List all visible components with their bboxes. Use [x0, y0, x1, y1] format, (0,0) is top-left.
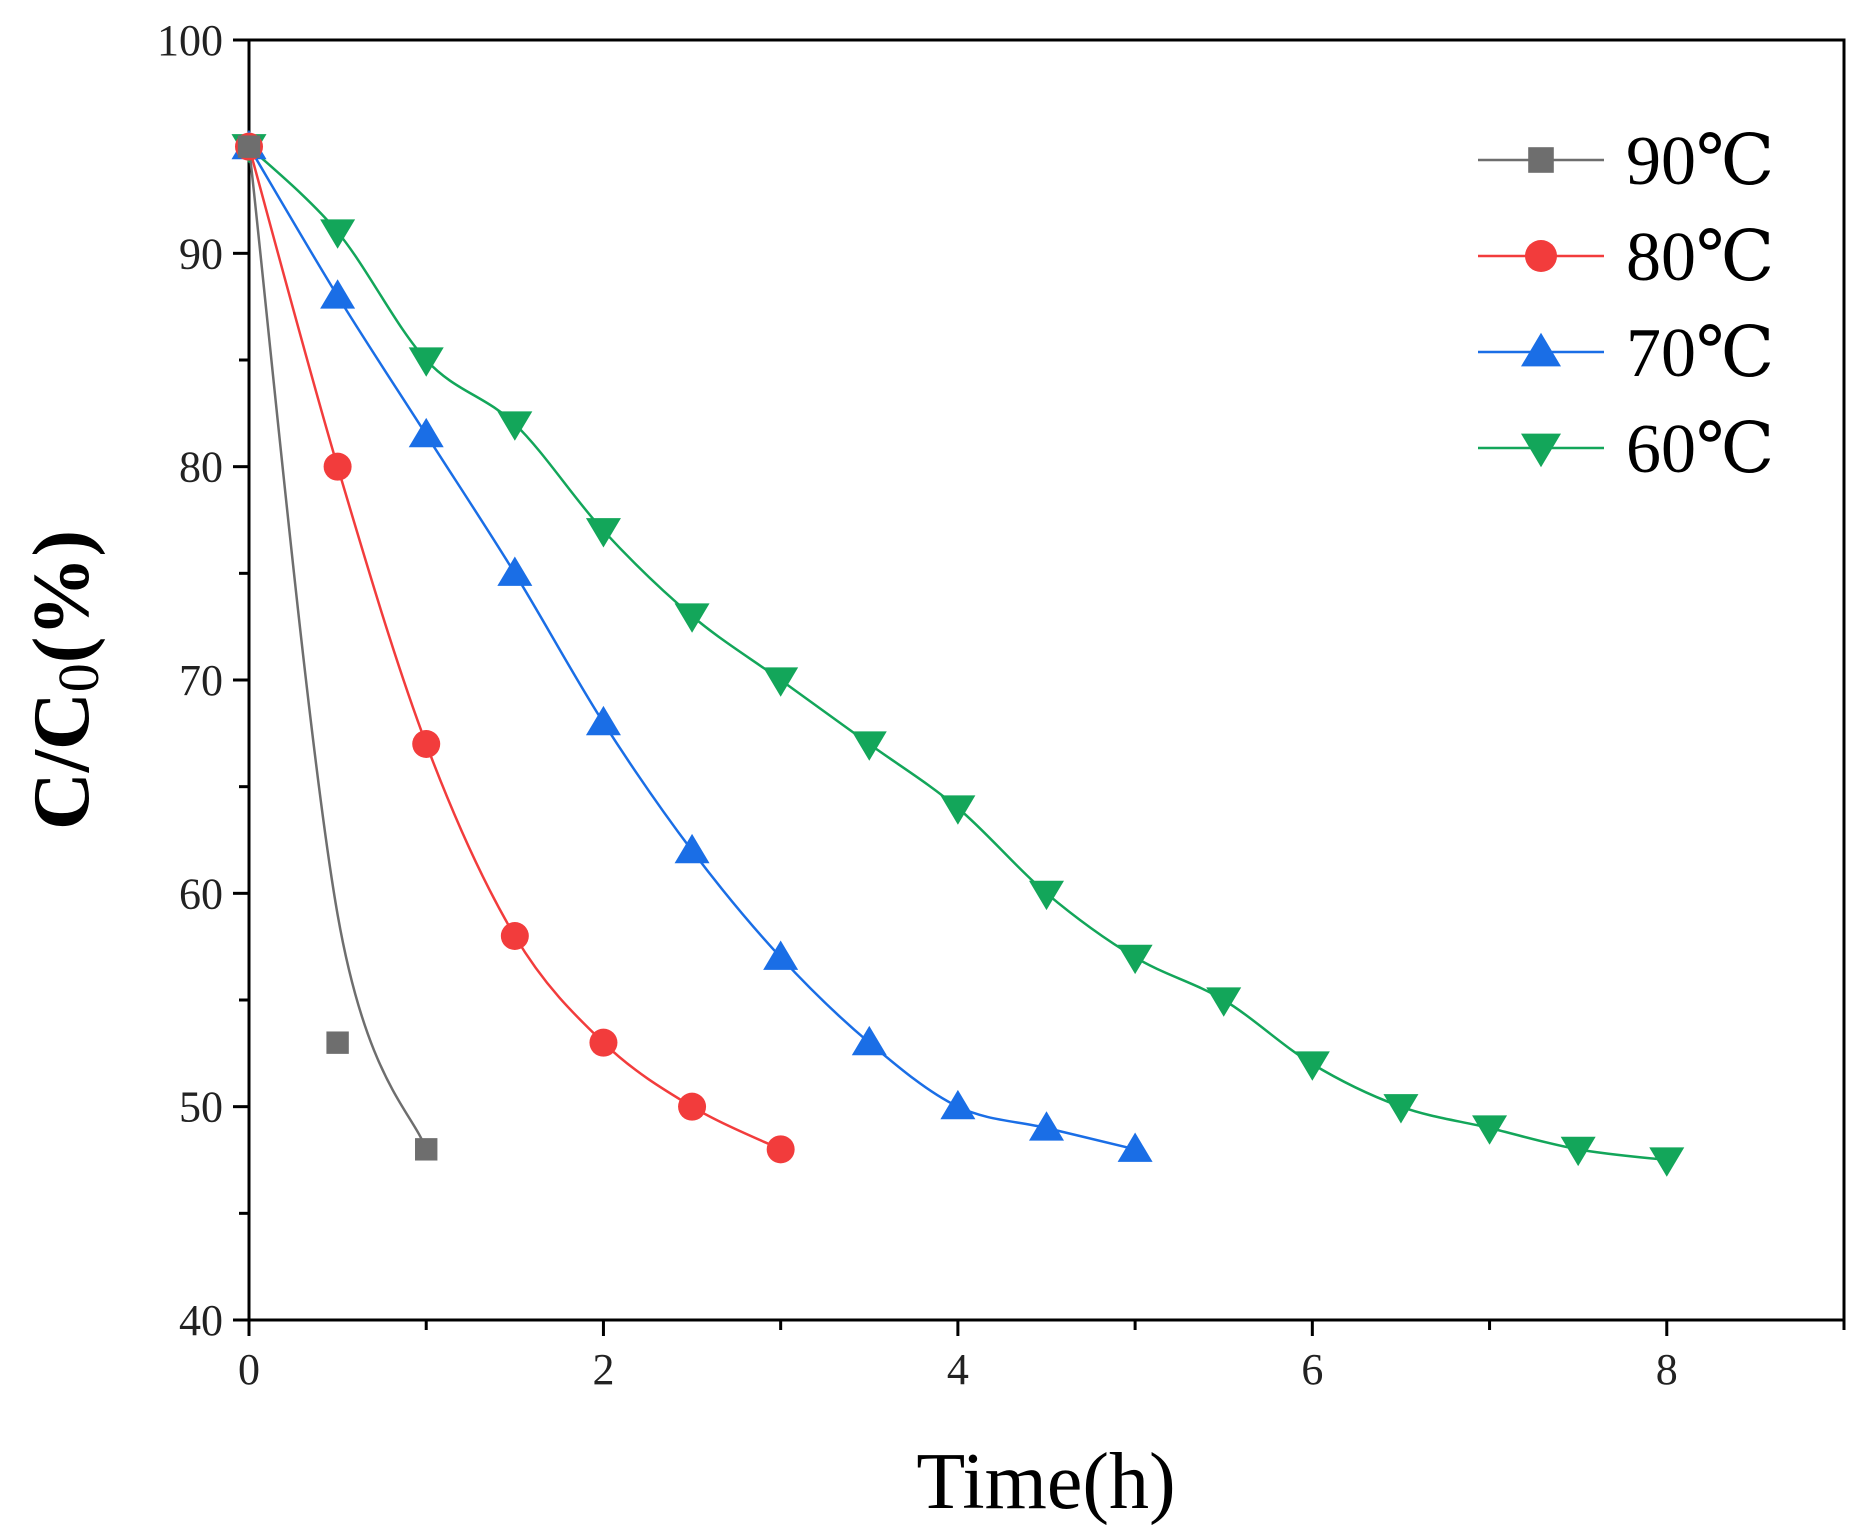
legend-label: 60℃ — [1626, 411, 1774, 488]
y-tick-label: 70 — [179, 656, 223, 705]
x-tick-label: 4 — [947, 1345, 969, 1394]
data-point — [1029, 1111, 1064, 1141]
y-tick-label: 50 — [179, 1083, 223, 1132]
series-90℃ — [247, 146, 428, 1150]
y-tick-label: 90 — [179, 229, 223, 278]
data-point — [674, 603, 710, 633]
x-tick-label: 2 — [592, 1345, 614, 1394]
legend-item: 60℃ — [1478, 411, 1774, 488]
legend-item: 70℃ — [1478, 315, 1774, 392]
data-point — [763, 667, 799, 697]
data-point — [1649, 1147, 1685, 1177]
data-point — [497, 411, 533, 441]
y-tick-label: 80 — [179, 443, 223, 492]
y-tick-label: 100 — [157, 16, 223, 65]
series-line — [247, 146, 428, 1150]
data-point — [589, 1028, 618, 1057]
data-point — [323, 452, 352, 481]
data-point — [320, 219, 356, 249]
series-60℃ — [248, 145, 1667, 1162]
data-point — [320, 279, 356, 309]
data-point — [674, 833, 710, 864]
legend-label: 70℃ — [1626, 315, 1774, 392]
axis-ticks: 0 2 4 6 8 40 50 60 70 80 90 100 — [157, 16, 1846, 1394]
data-point — [851, 731, 887, 761]
data-point — [1117, 1132, 1153, 1162]
x-tick-label: 0 — [238, 1345, 260, 1394]
series-line — [247, 146, 782, 1151]
x-axis-title: Time(h) — [916, 1438, 1175, 1525]
data-point — [408, 347, 444, 377]
x-tick-label: 6 — [1301, 1345, 1323, 1394]
y-tick-label: 40 — [179, 1296, 223, 1345]
legend-marker — [1525, 240, 1557, 272]
data-point — [585, 518, 621, 548]
data-point — [1206, 987, 1242, 1017]
data-point — [237, 135, 261, 158]
data-point — [766, 1135, 795, 1164]
x-tick-label: 8 — [1656, 1345, 1678, 1394]
data-point — [500, 922, 529, 950]
data-point — [412, 730, 441, 758]
legend-marker — [1521, 332, 1561, 367]
data-point — [1117, 944, 1153, 975]
series-layer — [231, 129, 1685, 1177]
legend-item: 80℃ — [1478, 219, 1774, 296]
data-point — [763, 940, 799, 970]
data-point — [1383, 1094, 1419, 1124]
y-tick-label: 60 — [179, 869, 223, 918]
legend-label: 80℃ — [1626, 219, 1774, 296]
data-point — [408, 417, 444, 448]
legend-marker — [1528, 147, 1554, 173]
data-point — [1560, 1136, 1596, 1167]
series-line — [248, 145, 1667, 1162]
data-point — [497, 556, 533, 586]
data-point — [585, 705, 621, 736]
data-point — [678, 1092, 707, 1121]
legend-item: 90℃ — [1478, 123, 1774, 200]
data-point — [851, 1025, 887, 1056]
legend-marker — [1521, 433, 1561, 468]
y-axis-title: C/C0(%) — [18, 530, 111, 830]
data-point — [326, 1031, 349, 1054]
data-point — [1029, 880, 1064, 911]
data-point — [1294, 1051, 1330, 1081]
data-point — [940, 795, 976, 825]
data-point — [940, 1089, 976, 1120]
legend-label: 90℃ — [1626, 123, 1774, 200]
series-80℃ — [247, 146, 782, 1151]
legend: 90℃ 80℃ 70℃ 60℃ — [1478, 123, 1774, 488]
data-point — [415, 1138, 438, 1161]
data-point — [1472, 1115, 1508, 1145]
